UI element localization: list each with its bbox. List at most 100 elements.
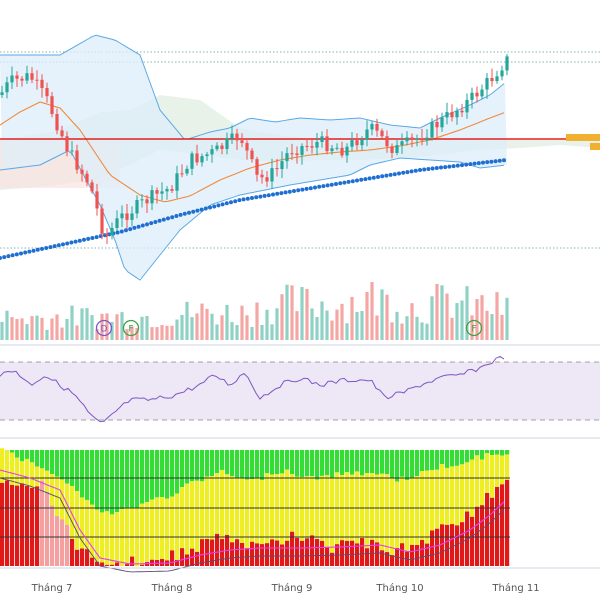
trend-dot [233, 199, 237, 203]
trend-dot [0, 256, 2, 260]
volume-bar [295, 311, 298, 340]
breadth-red-bar [10, 485, 14, 566]
volume-bar [195, 313, 198, 340]
volume-bar [290, 285, 293, 340]
volume-bar [215, 324, 218, 340]
candle-body [270, 168, 273, 181]
trend-dot [263, 194, 267, 198]
volume-bar [85, 308, 88, 340]
trend-dot [246, 197, 250, 201]
trend-dot [128, 227, 132, 231]
trend-dot [435, 166, 439, 170]
volume-bar [30, 316, 33, 340]
trend-dot [481, 161, 485, 165]
breadth-green-bar [470, 450, 474, 460]
trend-dot [284, 190, 288, 194]
candle-body [350, 140, 353, 147]
breadth-green-bar [495, 450, 499, 454]
breadth-green-bar [370, 450, 374, 473]
trend-dot [69, 241, 73, 245]
breadth-red-bar [485, 493, 489, 566]
volume-bar [330, 321, 333, 340]
breadth-red-bar [315, 539, 319, 566]
candle-body [190, 154, 193, 169]
trend-dot [120, 229, 124, 233]
breadth-red-bar [325, 547, 329, 566]
candle-body [55, 114, 58, 130]
breadth-yellow-bar [120, 509, 124, 566]
candle-body [40, 80, 43, 88]
trend-dot [208, 206, 212, 210]
candle-body [370, 124, 373, 130]
breadth-red-bar [35, 486, 39, 566]
breadth-red-bar [50, 506, 54, 566]
trend-dot [426, 167, 430, 171]
candle-body [195, 154, 198, 163]
trend-dot [380, 174, 384, 178]
trend-dot [347, 180, 351, 184]
breadth-green-bar [450, 450, 454, 466]
candle-body [430, 122, 433, 138]
candle-body [10, 75, 13, 82]
trend-dot [502, 158, 506, 162]
volume-bar [355, 312, 358, 340]
candle-body [345, 147, 348, 156]
volume-bar [390, 322, 393, 340]
breadth-yellow-bar [465, 462, 469, 511]
trend-dot [355, 179, 359, 183]
breadth-red-bar [30, 488, 34, 566]
breadth-green-bar [205, 450, 209, 477]
volume-bar [405, 316, 408, 340]
volume-bar [445, 294, 448, 340]
event-marker-label: F [471, 325, 476, 335]
breadth-green-bar [25, 450, 29, 459]
volume-bar [255, 303, 258, 340]
trend-dot [44, 246, 48, 250]
breadth-green-bar [360, 450, 364, 475]
candle-body [30, 73, 33, 80]
trend-dot [271, 193, 275, 197]
breadth-green-bar [290, 450, 294, 474]
candle-body [255, 159, 258, 175]
breadth-green-bar [305, 450, 309, 476]
volume-bar [155, 327, 158, 340]
trend-dot [237, 198, 241, 202]
breadth-green-bar [225, 450, 229, 474]
breadth-red-bar [400, 543, 404, 566]
breadth-green-bar [260, 450, 264, 480]
trend-dot [170, 215, 174, 219]
breadth-red-bar [435, 529, 439, 566]
x-tick-label: Tháng 8 [151, 582, 193, 594]
volume-bar [320, 301, 323, 340]
breadth-green-bar [340, 450, 344, 475]
trend-dot [443, 165, 447, 169]
candle-body [305, 146, 308, 147]
breadth-yellow-bar [110, 514, 114, 564]
breadth-yellow-bar [315, 480, 319, 540]
breadth-yellow-bar [360, 475, 364, 538]
volume-bar [235, 325, 238, 340]
breadth-red-bar [355, 543, 359, 566]
breadth-green-bar [245, 450, 249, 480]
breadth-red-bar [285, 541, 289, 566]
volume-bar [480, 295, 483, 340]
volume-bar [245, 315, 248, 340]
breadth-green-bar [405, 450, 409, 480]
breadth-green-bar [255, 450, 259, 477]
candle-body [250, 151, 253, 160]
volume-bar [370, 282, 373, 340]
candle-body [215, 146, 218, 150]
volume-bar [455, 303, 458, 340]
candle-body [425, 138, 428, 141]
breadth-yellow-bar [370, 473, 374, 540]
breadth-red-bar [170, 550, 174, 566]
breadth-green-bar [500, 450, 504, 456]
breadth-green-bar [285, 450, 289, 470]
volume-bar [145, 316, 148, 340]
breadth-yellow-bar [415, 476, 419, 545]
breadth-red-bar [505, 480, 509, 566]
trend-dot [460, 163, 464, 167]
breadth-yellow-bar [390, 478, 394, 555]
breadth-yellow-bar [330, 478, 334, 553]
breadth-green-bar [200, 450, 204, 481]
